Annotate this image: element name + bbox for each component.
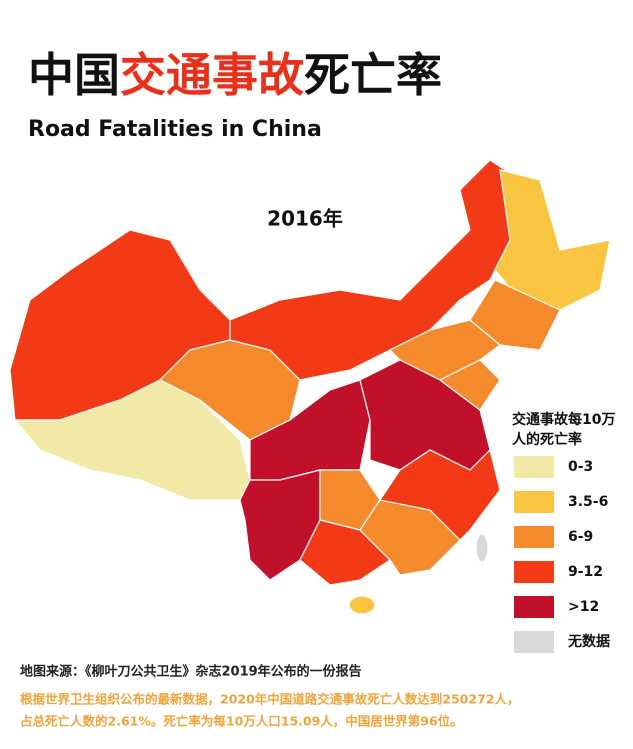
map	[9, 159, 611, 615]
legend-swatch	[514, 596, 554, 618]
source: 地图来源：《柳叶刀公共卫生》杂志2019年公布的一份报告	[20, 664, 362, 680]
legend-label: 3.5-6	[568, 494, 608, 510]
region	[348, 595, 376, 615]
title-part: 交通事故	[120, 48, 304, 102]
region	[438, 359, 501, 411]
year-label: 2016年	[267, 207, 343, 231]
region	[494, 169, 611, 311]
legend-title: 交通事故每10万	[512, 411, 615, 428]
legend-swatch	[514, 631, 554, 653]
note: 占总死亡人数的2.61%。死亡率为每10万人口15.09人，中国居世界第96位。	[20, 714, 463, 729]
legend-swatch	[514, 526, 554, 548]
region	[469, 279, 561, 351]
legend-title: 人的死亡率	[512, 431, 582, 448]
legend-swatch	[514, 456, 554, 478]
legend-label: >12	[568, 599, 599, 615]
region	[475, 533, 489, 563]
title: 中国交通事故死亡率	[28, 48, 442, 102]
subtitle: Road Fatalities in China	[28, 117, 322, 142]
legend-label: 无数据	[567, 633, 610, 650]
legend-swatch	[514, 561, 554, 583]
legend-label: 0-3	[568, 459, 593, 475]
legend-label: 9-12	[568, 564, 603, 580]
legend-swatch	[514, 491, 554, 513]
title-part: 死亡率	[304, 48, 442, 102]
legend: 交通事故每10万 人的死亡率 0-3 3.5-6 6-9 9-12 >12 无数据	[512, 411, 615, 653]
note: 根据世界卫生组织公布的最新数据，2020年中国道路交通事故死亡人数达到25027…	[20, 692, 519, 707]
region	[379, 448, 501, 541]
legend-label: 6-9	[568, 529, 593, 545]
title-part: 中国	[28, 48, 120, 102]
